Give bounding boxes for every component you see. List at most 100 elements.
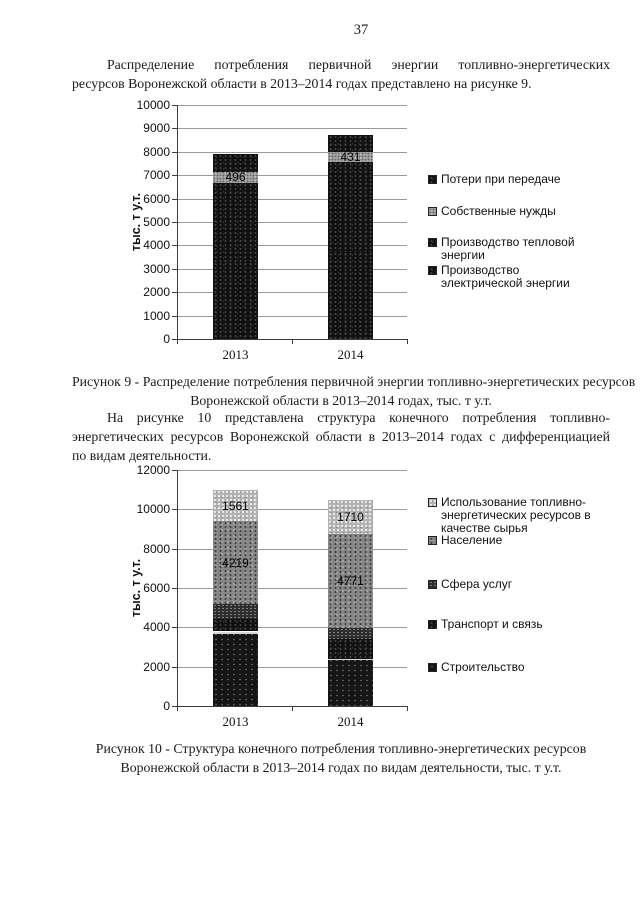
y-axis-tick-label: 6000	[143, 192, 170, 206]
gridline	[178, 549, 407, 550]
y-axis-tick	[172, 128, 177, 129]
x-axis-tick	[407, 340, 408, 344]
legend-swatch	[428, 663, 437, 672]
gridline	[178, 509, 407, 510]
y-axis-tick-label: 12000	[136, 463, 170, 477]
bar-segment	[213, 604, 258, 619]
text-line: Рисунок 9 - Распределение потребления пе…	[72, 374, 636, 389]
legend-item: Сфера услуг	[428, 578, 600, 591]
gridline	[178, 627, 407, 628]
legend-item: Транспорт и связь	[428, 618, 600, 631]
gridline	[178, 245, 407, 246]
y-axis-tick-label: 1000	[143, 309, 170, 323]
y-axis-tick-label: 7000	[143, 168, 170, 182]
gridline	[178, 199, 407, 200]
legend-item: Производство тепловой энергии	[428, 236, 598, 262]
bar-segment	[213, 171, 258, 183]
text-line: ресурсов Воронежской области в 2013–2014…	[72, 76, 532, 91]
figure10-caption: Рисунок 10 - Структура конечного потребл…	[72, 739, 610, 777]
text-line: Рисунок 10 - Структура конечного потребл…	[95, 741, 587, 756]
text-line: Воронежской области в 2013–2014 годах, т…	[190, 393, 492, 408]
x-axis-tick	[292, 340, 293, 344]
y-axis-line	[177, 470, 178, 707]
y-axis-tick-label: 6000	[143, 581, 170, 595]
y-axis-tick	[172, 292, 177, 293]
legend-label: Транспорт и связь	[441, 617, 543, 631]
x-axis-line	[172, 706, 408, 707]
legend-swatch	[428, 580, 437, 589]
y-axis-tick	[172, 245, 177, 246]
x-axis-tick	[177, 707, 178, 711]
bar-segment	[328, 639, 373, 659]
y-axis-tick-label: 8000	[143, 145, 170, 159]
bar-segment	[328, 252, 373, 339]
legend-label: Население	[441, 533, 503, 547]
bar-segment	[328, 152, 373, 162]
paragraph-intro-figure10: На рисунке 10 представлена структура кон…	[72, 408, 610, 465]
y-axis-tick-label: 4000	[143, 238, 170, 252]
legend-item: Потери при передаче	[428, 173, 598, 186]
y-axis-title: тыс. т у.т.	[129, 558, 143, 618]
legend-swatch	[428, 175, 437, 184]
bar-segment	[328, 534, 373, 628]
bar-data-label: 431	[340, 150, 361, 164]
gridline	[178, 128, 407, 129]
x-axis-tick	[292, 707, 293, 711]
text-line: по видам деятельности.	[72, 448, 212, 463]
figure9-caption: Рисунок 9 - Распределение потребления пе…	[72, 372, 636, 410]
legend-label: Использование топливно-энергетических ре…	[441, 495, 591, 535]
x-axis-category-label: 2014	[337, 347, 364, 362]
y-axis-tick	[172, 152, 177, 153]
bar-data-label: 4771	[337, 574, 364, 588]
x-axis-line	[172, 339, 408, 340]
y-axis-tick	[172, 269, 177, 270]
legend-label: Производство электрической энергии	[441, 263, 570, 290]
y-axis-tick	[172, 316, 177, 317]
text-line: Распределение потребления первичной энер…	[107, 57, 610, 72]
bar-segment	[328, 658, 373, 706]
bar-segment	[328, 500, 373, 534]
text-line: энергетических ресурсов Воронежской обла…	[72, 429, 610, 444]
text-line: На рисунке 10 представлена структура кон…	[107, 410, 610, 425]
y-axis-tick	[172, 588, 177, 589]
gridline	[178, 292, 407, 293]
y-axis-tick-label: 8000	[143, 542, 170, 556]
bar-segment	[213, 262, 258, 339]
y-axis-tick	[172, 549, 177, 550]
gridline	[178, 175, 407, 176]
y-axis-tick-label: 2000	[143, 660, 170, 674]
bar-data-label: 1710	[337, 510, 364, 524]
legend-item: Использование топливно-энергетических ре…	[428, 496, 600, 535]
bar-data-label: 1561	[222, 499, 249, 513]
bar-segment	[213, 521, 258, 604]
bar-data-label: 4219	[222, 556, 249, 570]
bar-data-label: 496	[225, 170, 246, 184]
bar-segment	[328, 135, 373, 152]
gridline	[178, 470, 407, 471]
x-axis-category-label: 2014	[337, 714, 364, 729]
legend-label: Собственные нужды	[441, 204, 556, 218]
y-axis-tick-label: 5000	[143, 215, 170, 229]
gridline	[178, 588, 407, 589]
gridline	[178, 222, 407, 223]
legend-item: Производство электрической энергии	[428, 264, 598, 290]
y-axis-tick	[172, 627, 177, 628]
legend-label: Производство тепловой энергии	[441, 235, 575, 262]
legend-label: Потери при передаче	[441, 172, 561, 186]
y-axis-tick	[172, 222, 177, 223]
y-axis-tick	[172, 199, 177, 200]
y-axis-tick-label: 9000	[143, 121, 170, 135]
legend-swatch	[428, 620, 437, 629]
y-axis-tick-label: 4000	[143, 620, 170, 634]
legend-item: Население	[428, 534, 600, 547]
x-axis-category-label: 2013	[222, 714, 249, 729]
y-axis-tick	[172, 667, 177, 668]
y-axis-tick-label: 0	[163, 332, 170, 346]
legend-swatch	[428, 498, 437, 507]
legend-swatch	[428, 238, 437, 247]
y-axis-tick-label: 10000	[136, 502, 170, 516]
legend-swatch	[428, 207, 437, 216]
y-axis-tick-label: 2000	[143, 285, 170, 299]
